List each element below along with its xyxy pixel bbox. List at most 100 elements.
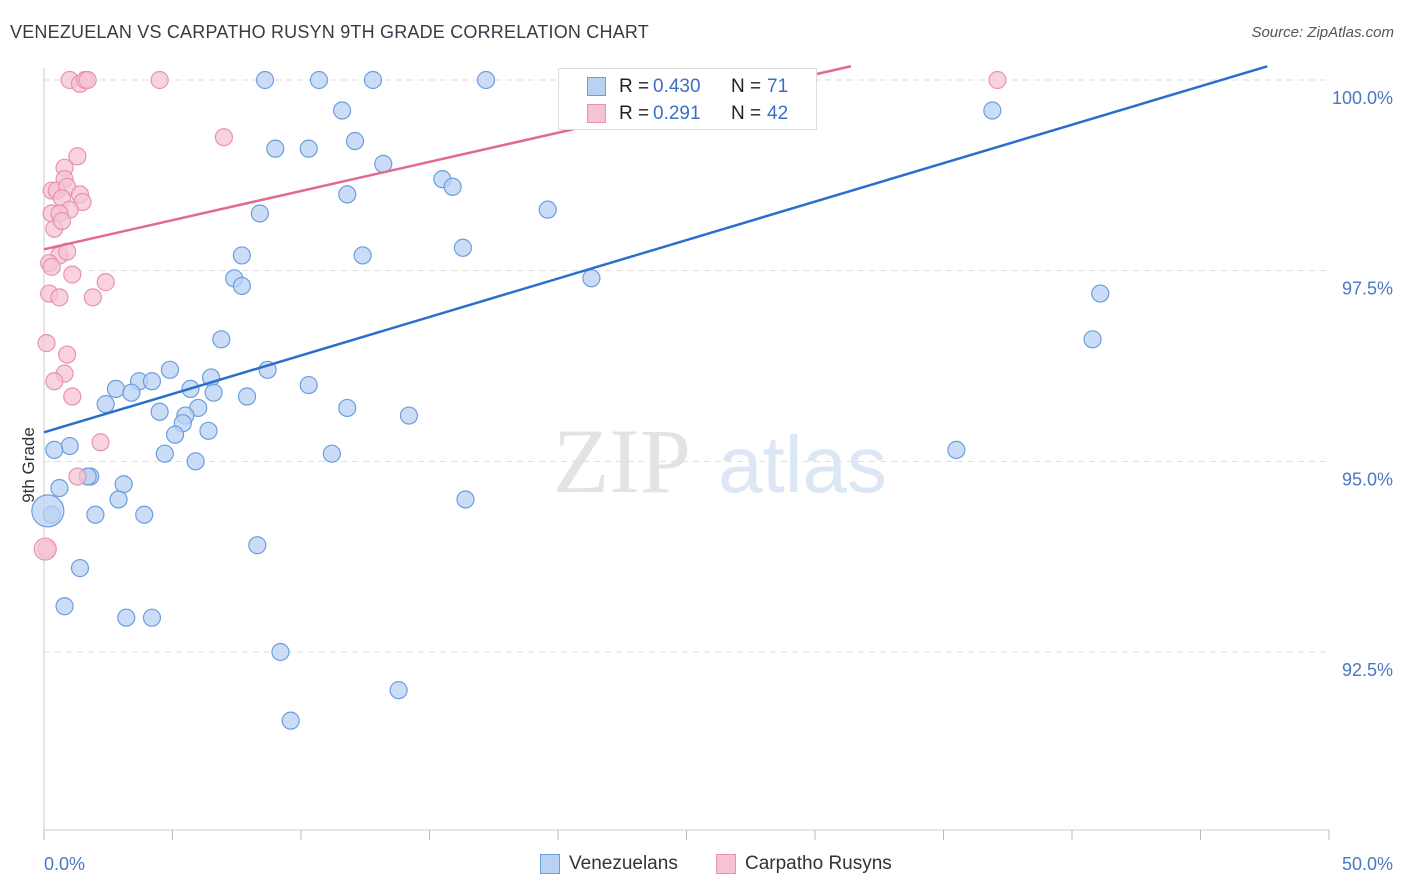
source-label: Source: ZipAtlas.com bbox=[1251, 24, 1394, 41]
venezuelan-point bbox=[160, 360, 180, 379]
legend-swatch-blue bbox=[587, 77, 606, 96]
venezuelan-point bbox=[1091, 284, 1110, 303]
carpatho-rusyn-point bbox=[988, 70, 1007, 90]
venezuelan-point bbox=[250, 204, 269, 223]
venezuelan-point bbox=[338, 398, 357, 418]
carpatho-rusyn-point bbox=[68, 467, 87, 486]
carpatho-rusyn-point bbox=[150, 70, 169, 90]
venezuelan-point bbox=[363, 70, 383, 90]
venezuelan-point bbox=[212, 330, 231, 349]
n-value: 42 bbox=[767, 103, 789, 124]
venezuelan-point bbox=[109, 490, 128, 509]
carpatho-rusyn-point bbox=[96, 273, 115, 292]
venezuelan-point bbox=[538, 200, 557, 219]
venezuelan-point bbox=[453, 238, 473, 257]
venezuelan-point bbox=[50, 478, 69, 498]
y-axis-label: 9th Grade bbox=[19, 427, 38, 503]
venezuelan-point bbox=[333, 101, 352, 120]
legend-swatch-pink bbox=[587, 104, 606, 123]
legend-row-carpatho-rusyns: R = 0.291 N = 42 bbox=[559, 101, 816, 129]
y-tick-label: 92.5% bbox=[1342, 660, 1393, 680]
carpatho-rusyn-point bbox=[91, 433, 110, 452]
watermark-zip: ZIP bbox=[553, 410, 691, 512]
carpatho-rusyn-point bbox=[42, 257, 61, 276]
n-label: N = bbox=[731, 103, 762, 124]
venezuelan-point bbox=[114, 475, 133, 494]
venezuelan-point bbox=[155, 444, 174, 463]
venezuelan-point bbox=[70, 559, 90, 578]
venezuelan-point bbox=[186, 452, 205, 471]
y-tick-label: 95.0% bbox=[1342, 469, 1393, 489]
venezuelan-point bbox=[476, 70, 496, 90]
venezuelan-point bbox=[135, 505, 154, 524]
venezuelan-point bbox=[399, 406, 419, 425]
venezuelan-point bbox=[232, 276, 251, 296]
y-tick-label: 100.0% bbox=[1332, 88, 1393, 108]
venezuelan-point bbox=[338, 185, 357, 204]
legend-row-venezuelans: R = 0.430 N = 71 bbox=[559, 74, 816, 102]
carpatho-rusyn-point bbox=[83, 288, 102, 307]
venezuelan-point bbox=[86, 505, 105, 524]
carpatho-rusyn-point bbox=[33, 537, 57, 561]
n-label: N = bbox=[731, 76, 762, 97]
watermark: ZIP atlas bbox=[553, 410, 887, 512]
venezuelan-point bbox=[31, 494, 65, 528]
venezuelan-point bbox=[96, 395, 115, 414]
carpatho-rusyn-point bbox=[37, 334, 56, 353]
r-label: R = bbox=[619, 76, 650, 97]
carpatho-rusyn-point bbox=[68, 147, 87, 166]
venezuelan-point bbox=[45, 440, 64, 459]
venezuelan-point bbox=[165, 425, 185, 444]
watermark-atlas: atlas bbox=[718, 420, 887, 509]
carpatho-rusyn-point bbox=[45, 372, 64, 391]
venezuelan-point bbox=[255, 70, 275, 90]
venezuelan-point bbox=[150, 402, 169, 421]
venezuelan-point bbox=[947, 440, 966, 459]
carpatho-rusyn-point bbox=[63, 387, 82, 406]
legend-swatch-blue bbox=[540, 854, 560, 874]
series-legend: Venezuelans Carpatho Rusyns bbox=[0, 852, 1406, 878]
points-layer bbox=[31, 70, 1110, 730]
r-label: R = bbox=[619, 103, 650, 124]
x-tick-label-start: 0.0% bbox=[44, 854, 85, 874]
venezuelan-point bbox=[389, 681, 408, 700]
venezuelan-point bbox=[204, 383, 223, 402]
venezuelan-point bbox=[443, 177, 462, 196]
venezuelan-point bbox=[248, 536, 267, 555]
venezuelan-point bbox=[299, 375, 318, 395]
labels-layer: 100.0% 97.5% 95.0% 92.5% 0.0% 50.0% 9th Grade bbox=[19, 88, 1393, 874]
carpatho-rusyn-point bbox=[78, 70, 97, 90]
carpatho-rusyn-point bbox=[52, 211, 72, 231]
r-value: 0.291 bbox=[653, 103, 701, 124]
venezuelan-point bbox=[983, 101, 1002, 120]
venezuelan-point bbox=[266, 139, 285, 158]
venezuelan-point bbox=[55, 597, 74, 616]
venezuelan-point bbox=[237, 387, 257, 406]
legend-label: Carpatho Rusyns bbox=[745, 853, 892, 874]
correlation-legend: R = 0.430 N = 71 R = 0.291 N = 42 bbox=[558, 68, 817, 130]
venezuelan-point bbox=[322, 444, 341, 463]
venezuelan-point bbox=[582, 269, 601, 288]
y-tick-label: 97.5% bbox=[1342, 279, 1393, 299]
venezuelan-point bbox=[1083, 330, 1102, 349]
venezuelan-point bbox=[281, 711, 300, 730]
venezuelan-point bbox=[106, 379, 126, 398]
venezuelan-point bbox=[299, 139, 318, 158]
venezuelan-point bbox=[345, 131, 365, 151]
chart-title: VENEZUELAN VS CARPATHO RUSYN 9TH GRADE C… bbox=[10, 22, 649, 42]
carpatho-rusyn-point bbox=[58, 345, 77, 364]
venezuelan-point bbox=[456, 490, 475, 509]
venezuelan-point bbox=[232, 246, 251, 265]
venezuelan-point bbox=[309, 70, 329, 90]
venezuelan-point bbox=[142, 608, 162, 627]
r-value: 0.430 bbox=[653, 76, 701, 97]
venezuelan-trendline bbox=[43, 65, 1268, 434]
grid-layer bbox=[44, 79, 1329, 653]
n-value: 71 bbox=[767, 76, 789, 97]
venezuelan-point bbox=[271, 642, 290, 662]
venezuelan-point bbox=[60, 436, 79, 456]
venezuelan-point bbox=[142, 372, 162, 391]
venezuelan-point bbox=[353, 246, 372, 265]
venezuelan-point bbox=[199, 421, 218, 440]
